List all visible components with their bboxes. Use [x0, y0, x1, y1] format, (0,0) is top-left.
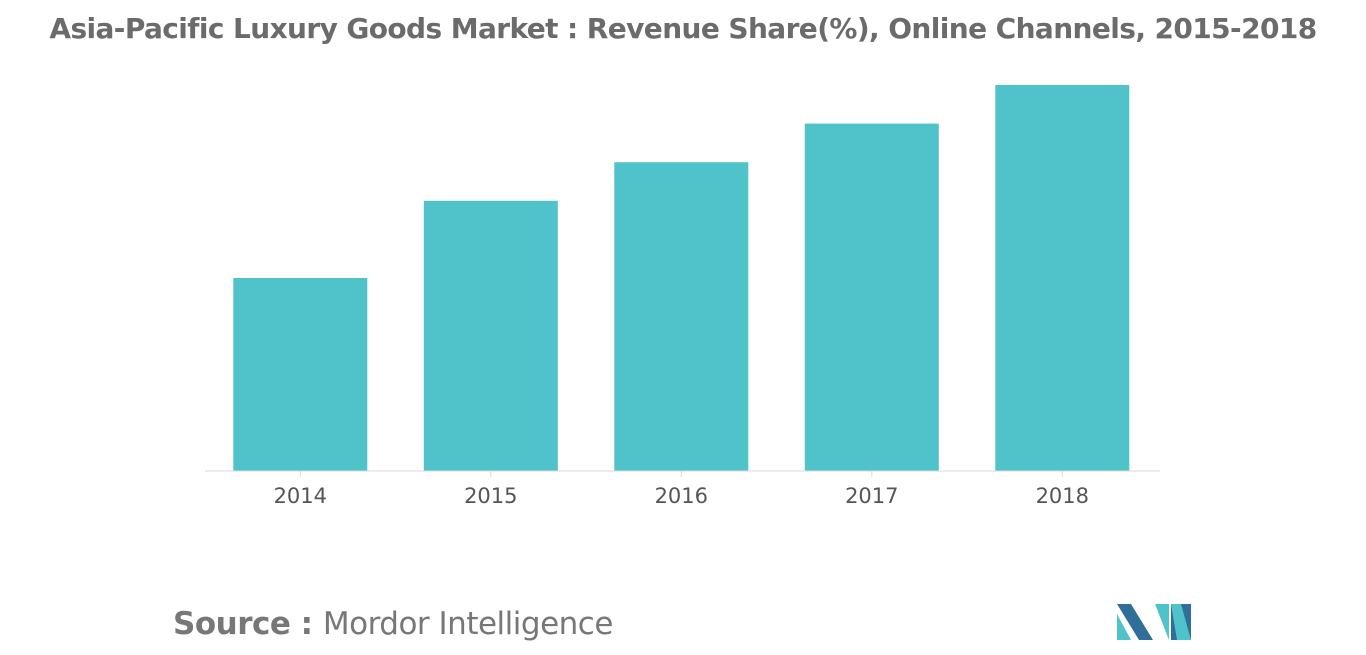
x-tick-label-2015: 2015 — [464, 484, 517, 508]
source-note: Source : Mordor Intelligence — [173, 606, 613, 642]
bar-2014 — [233, 278, 368, 471]
source-label: Source — [173, 606, 291, 642]
logo-left-stem — [1117, 614, 1131, 640]
source-separator: : — [290, 606, 323, 642]
logo-mid-shape — [1155, 604, 1169, 640]
logo-left-shape — [1117, 604, 1153, 640]
x-tick-label-2018: 2018 — [1036, 484, 1089, 508]
logo-right-cut — [1171, 604, 1191, 640]
x-tick-label-2017: 2017 — [845, 484, 898, 508]
bars-group — [233, 85, 1130, 472]
x-tick-label-2014: 2014 — [274, 484, 327, 508]
x-tick-labels-group: 2014 2015 2016 2017 2018 — [274, 484, 1089, 508]
bar-2015 — [423, 200, 558, 472]
bar-2017 — [804, 123, 939, 471]
chart-title: Asia-Pacific Luxury Goods Market : Reven… — [49, 12, 1317, 45]
bar-chart: 2014 2015 2016 2017 2018 — [205, 85, 1160, 508]
x-tick-label-2016: 2016 — [655, 484, 708, 508]
x-ticks-group — [299, 471, 1063, 477]
mordor-intelligence-logo-icon — [1117, 604, 1191, 640]
bar-2018 — [995, 85, 1130, 471]
bar-2016 — [614, 162, 749, 471]
source-value: Mordor Intelligence — [322, 606, 614, 642]
